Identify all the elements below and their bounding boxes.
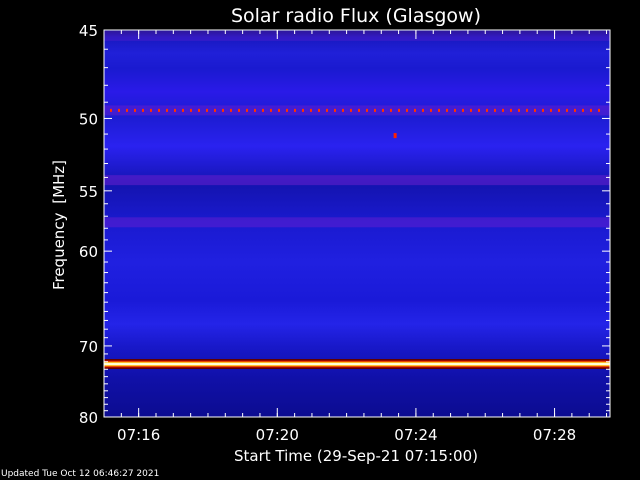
x-tick-label: 07:24 <box>394 426 437 444</box>
x-axis-title: Start Time (29-Sep-21 07:15:00) <box>234 447 478 465</box>
band <box>104 363 610 365</box>
band <box>104 105 610 116</box>
plot-area <box>103 29 611 418</box>
band <box>104 217 610 228</box>
plot-frame <box>103 29 611 418</box>
spots-layer <box>393 133 397 139</box>
spot <box>393 133 397 139</box>
x-tick-label: 07:20 <box>256 426 299 444</box>
spectrum-background <box>104 30 610 417</box>
y-axis-title-main: Frequency <box>50 208 68 290</box>
y-tick-label: 45 <box>79 22 98 40</box>
y-axis-title: Frequency [MHz] <box>50 160 68 290</box>
y-tick-label: 70 <box>79 338 98 356</box>
y-axis-title-unit: MHz <box>50 166 68 198</box>
bands-layer <box>104 30 610 370</box>
x-tick-label: 07:16 <box>117 426 160 444</box>
y-axis-title-close-bracket: ] <box>50 160 68 166</box>
y-tick-label: 55 <box>79 183 98 201</box>
y-axis-title-open-bracket: [ <box>50 198 68 204</box>
y-axis: 45 50 55 60 70 80 <box>79 22 610 427</box>
x-tick-label: 07:28 <box>533 426 576 444</box>
y-tick-label: 80 <box>79 409 98 427</box>
band <box>104 30 610 41</box>
x-axis: 07:16 07:20 07:24 07:28 <box>117 30 608 444</box>
y-tick-label: 60 <box>79 243 98 261</box>
footer-updated: Updated Tue Oct 12 06:46:27 2021 <box>1 469 160 479</box>
chart-title: Solar radio Flux (Glasgow) <box>231 5 481 27</box>
y-tick-label: 50 <box>79 110 98 128</box>
band <box>104 175 610 186</box>
